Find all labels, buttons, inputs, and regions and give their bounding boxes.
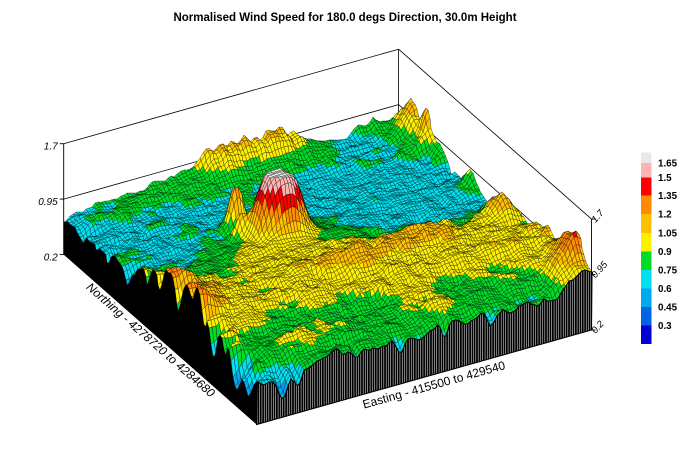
svg-text:1.65: 1.65 — [658, 158, 678, 169]
svg-text:1.7: 1.7 — [44, 142, 58, 153]
svg-text:0.2: 0.2 — [44, 253, 58, 264]
svg-text:1.5: 1.5 — [658, 173, 672, 184]
svg-text:0.75: 0.75 — [658, 265, 678, 276]
svg-text:1.05: 1.05 — [658, 228, 678, 239]
svg-text:0.45: 0.45 — [658, 302, 678, 313]
svg-text:1.35: 1.35 — [658, 191, 678, 202]
svg-text:0.3: 0.3 — [658, 321, 672, 332]
svg-text:Normalised Wind Speed for 180.: Normalised Wind Speed for 180.0 degs Dir… — [173, 12, 516, 24]
svg-text:1.2: 1.2 — [658, 209, 672, 220]
svg-text:0.6: 0.6 — [658, 284, 672, 295]
svg-text:0.9: 0.9 — [658, 247, 672, 258]
svg-text:0.95: 0.95 — [38, 197, 58, 208]
